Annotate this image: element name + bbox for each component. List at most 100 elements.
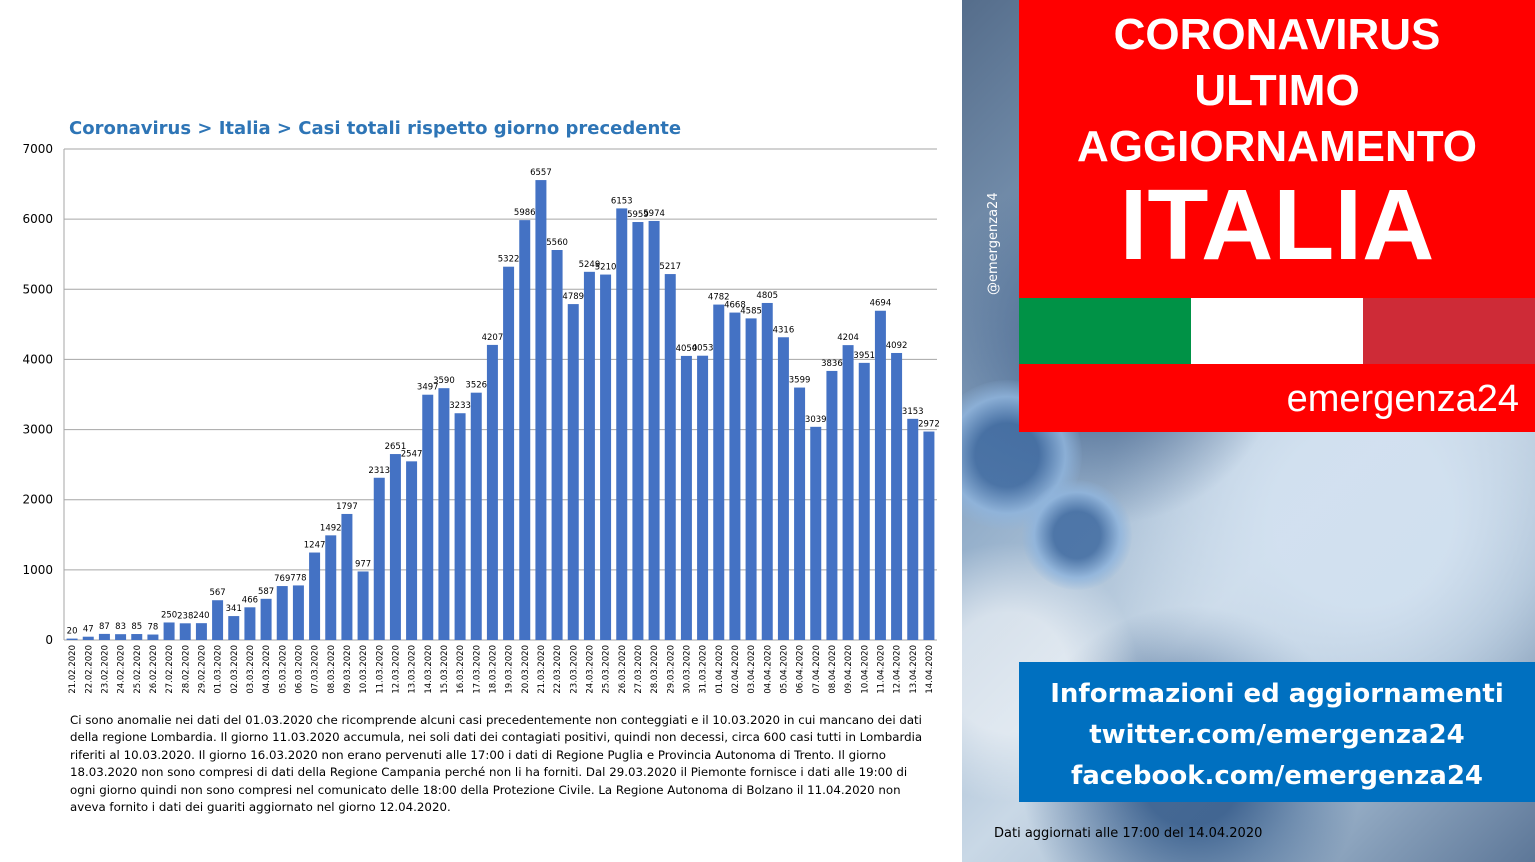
bar <box>680 355 692 640</box>
y-tick-label: 5000 <box>22 282 53 296</box>
bar <box>729 312 741 640</box>
bar <box>276 586 288 640</box>
bar <box>147 634 159 640</box>
x-tick-label: 13.03.2020 <box>408 645 418 694</box>
bar <box>131 634 143 640</box>
bar <box>357 571 369 640</box>
bar <box>66 638 78 640</box>
data-label: 2313 <box>368 466 390 476</box>
bar <box>810 426 822 640</box>
data-label: 4668 <box>724 301 746 311</box>
bar <box>600 274 612 640</box>
x-tick-label: 22.02.2020 <box>84 645 94 694</box>
x-tick-label: 11.04.2020 <box>876 645 886 694</box>
brand-name: emergenza24 <box>1286 378 1519 420</box>
x-tick-label: 28.02.2020 <box>181 645 191 694</box>
bar <box>777 337 789 640</box>
x-tick-label: 24.03.2020 <box>585 645 595 694</box>
x-tick-label: 17.03.2020 <box>472 645 482 694</box>
bar <box>632 222 644 640</box>
data-label: 4092 <box>886 341 908 351</box>
x-tick-label: 12.04.2020 <box>893 645 903 694</box>
data-label: 4694 <box>870 299 892 309</box>
facebook-link[interactable]: facebook.com/emergenza24 <box>1070 761 1484 791</box>
footnote-line: 18.03.2020 non sono compresi di dati del… <box>70 765 908 780</box>
bar <box>179 623 191 640</box>
data-label: 4207 <box>482 333 504 343</box>
data-label: 250 <box>161 610 177 620</box>
x-tick-label: 06.03.2020 <box>294 645 304 694</box>
x-tick-label: 07.04.2020 <box>812 645 822 694</box>
bar-chart: Coronavirus > Italia > Casi totali rispe… <box>22 118 940 694</box>
x-tick-label: 21.03.2020 <box>537 645 547 694</box>
data-label: 238 <box>177 611 193 621</box>
data-label: 3599 <box>789 376 811 386</box>
footnote-line: riferiti al 10.03.2020. Il giorno 16.03.… <box>70 747 886 762</box>
chart-footnote: Ci sono anomalie nei dati del 01.03.2020… <box>70 712 930 816</box>
bar <box>292 585 304 640</box>
footnote-line: aveva fornito i dati dei guariti aggiorn… <box>70 800 451 815</box>
data-label: 3039 <box>805 415 827 425</box>
data-label: 5217 <box>659 262 681 272</box>
data-label: 5322 <box>498 255 520 265</box>
x-tick-label: 29.03.2020 <box>666 645 676 694</box>
bar <box>923 431 935 640</box>
bar <box>115 634 127 640</box>
bar <box>260 598 272 640</box>
data-label: 6153 <box>611 196 633 206</box>
chart-gridlines <box>63 148 937 641</box>
x-tick-label: 12.03.2020 <box>391 645 401 694</box>
bar <box>794 387 806 640</box>
chart-y-axis: 0 1000 2000 3000 4000 5000 6000 7000 <box>22 142 53 647</box>
bar <box>389 454 401 640</box>
bar <box>858 362 870 640</box>
bar <box>826 370 838 640</box>
bar <box>195 623 207 640</box>
x-tick-label: 31.03.2020 <box>699 645 709 694</box>
bar <box>163 622 175 640</box>
x-tick-label: 05.03.2020 <box>278 645 288 694</box>
bar <box>567 304 579 640</box>
x-tick-label: 27.02.2020 <box>165 645 175 694</box>
x-tick-label: 03.03.2020 <box>246 645 256 694</box>
x-tick-label: 04.04.2020 <box>763 645 773 694</box>
x-tick-label: 05.04.2020 <box>779 645 789 694</box>
x-tick-label: 08.03.2020 <box>327 645 337 694</box>
x-tick-label: 02.03.2020 <box>230 645 240 694</box>
x-tick-label: 10.04.2020 <box>860 645 870 694</box>
x-tick-label: 01.03.2020 <box>214 645 224 694</box>
data-label: 4050 <box>676 344 698 354</box>
x-tick-label: 08.04.2020 <box>828 645 838 694</box>
x-tick-label: 03.04.2020 <box>747 645 757 694</box>
bar <box>486 344 498 640</box>
x-tick-label: 29.02.2020 <box>197 645 207 694</box>
data-label: 567 <box>209 588 225 598</box>
data-label: 3497 <box>417 383 439 393</box>
bar <box>406 461 418 640</box>
x-tick-label: 15.03.2020 <box>440 645 450 694</box>
y-tick-label: 7000 <box>22 142 53 156</box>
bar <box>438 388 450 640</box>
data-label: 3153 <box>902 407 924 417</box>
info-heading: Informazioni ed aggiornamenti <box>1050 679 1504 709</box>
y-tick-label: 1000 <box>22 563 53 577</box>
data-label: 977 <box>355 559 371 569</box>
data-label: 83 <box>115 622 126 632</box>
bar <box>373 477 385 640</box>
data-label: 3526 <box>465 381 487 391</box>
chart-title: Coronavirus > Italia > Casi totali rispe… <box>69 118 681 139</box>
x-tick-label: 02.04.2020 <box>731 645 741 694</box>
bar <box>664 274 676 640</box>
chart-panel: Coronavirus > Italia > Casi totali rispe… <box>22 118 940 816</box>
x-tick-label: 22.03.2020 <box>553 645 563 694</box>
x-tick-label: 04.03.2020 <box>262 645 272 694</box>
headline-banner: CORONAVIRUS ULTIMO AGGIORNAMENTO ITALIA <box>1019 0 1535 298</box>
data-label: 778 <box>290 573 306 583</box>
data-label: 4316 <box>773 325 795 335</box>
flag-band-green <box>1019 298 1191 364</box>
x-tick-label: 06.04.2020 <box>796 645 806 694</box>
bar <box>519 220 531 640</box>
bar <box>325 535 337 640</box>
twitter-link[interactable]: twitter.com/emergenza24 <box>1089 720 1465 750</box>
